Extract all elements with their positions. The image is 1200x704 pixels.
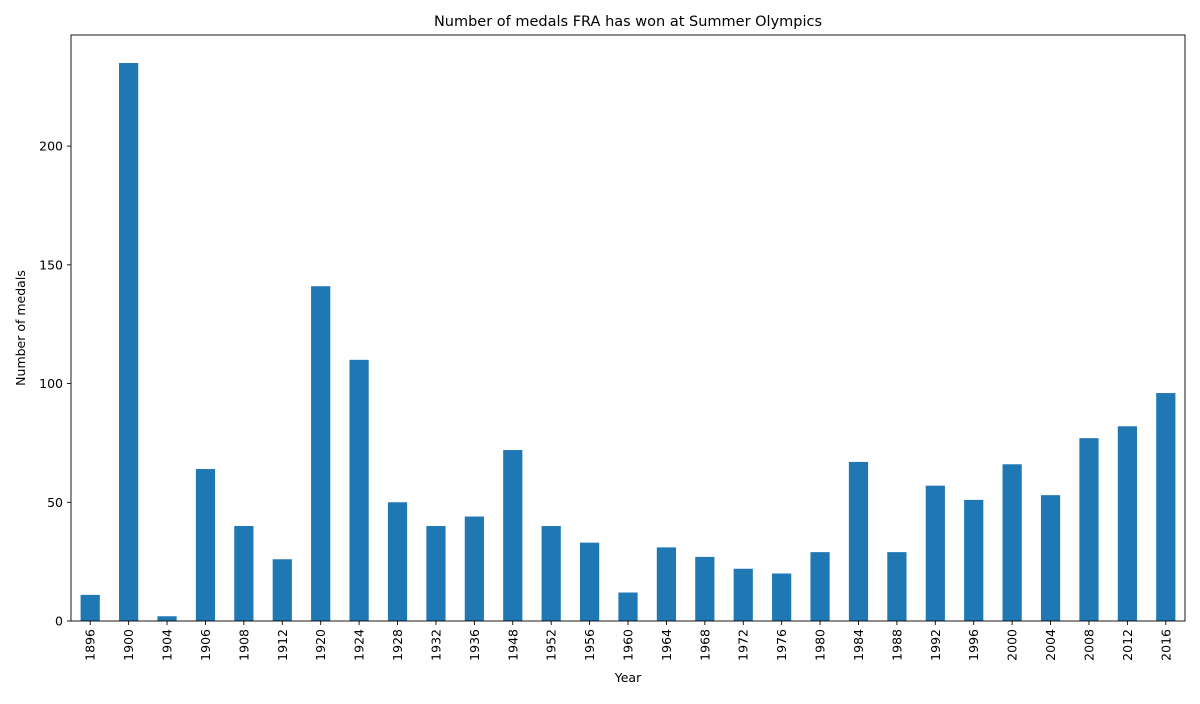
y-axis-label: Number of medals — [13, 270, 28, 386]
bar-1948 — [503, 450, 523, 621]
y-tick-label: 100 — [39, 376, 63, 391]
x-tick-label: 2016 — [1158, 629, 1173, 661]
bar-1928 — [387, 502, 408, 621]
bar-1996 — [964, 499, 984, 621]
y-tick-label: 150 — [39, 257, 63, 272]
bar-1984 — [848, 461, 869, 621]
y-axis-ticks: 0 50 100 150 200 — [39, 139, 71, 629]
bar-1924 — [349, 359, 369, 621]
bar-1896 — [80, 594, 100, 621]
bar-1912 — [272, 559, 292, 621]
bar-1904 — [157, 616, 177, 621]
y-tick-label: 50 — [47, 495, 63, 510]
x-tick-label: 1896 — [83, 629, 98, 661]
x-tick-label: 1904 — [160, 629, 175, 661]
bar-1980 — [810, 552, 830, 621]
x-tick-label: 1980 — [813, 629, 828, 661]
bar-1952 — [541, 526, 561, 621]
bar-1906 — [195, 469, 216, 621]
x-tick-label: 2012 — [1120, 629, 1135, 661]
bar-1960 — [618, 592, 638, 621]
bars-group — [80, 63, 1176, 622]
x-tick-label: 1936 — [467, 629, 482, 661]
x-tick-label: 1920 — [313, 629, 328, 661]
bar-2004 — [1040, 495, 1061, 621]
x-tick-label: 1924 — [352, 629, 367, 661]
bar-1992 — [925, 485, 945, 621]
x-tick-label: 1976 — [774, 629, 789, 661]
x-tick-label: 1984 — [851, 629, 866, 661]
plot-frame — [70, 34, 1186, 622]
x-tick-label: 1900 — [121, 629, 136, 661]
x-tick-label: 2004 — [1043, 629, 1058, 661]
x-axis-label: Year — [614, 670, 642, 685]
chart-title: Number of medals FRA has won at Summer O… — [434, 14, 822, 30]
bar-2000 — [1002, 464, 1022, 621]
y-tick-label: 0 — [55, 614, 63, 629]
x-tick-label: 1972 — [736, 629, 751, 661]
x-tick-label: 1996 — [966, 629, 981, 661]
x-axis-ticks: 1896 1900 1904 1906 1908 1912 1920 1924 1928 1932… — [83, 621, 1173, 661]
x-tick-label: 1988 — [889, 629, 904, 661]
bar-2012 — [1117, 426, 1137, 621]
x-tick-label: 1912 — [275, 629, 290, 661]
bar-1988 — [887, 552, 907, 621]
bar-1936 — [464, 516, 484, 621]
x-tick-label: 1960 — [621, 629, 636, 661]
x-tick-label: 1956 — [582, 629, 597, 661]
bar-1968 — [695, 556, 715, 621]
bar-1976 — [772, 573, 792, 621]
x-tick-label: 1992 — [928, 629, 943, 661]
x-tick-label: 1964 — [659, 629, 674, 661]
y-tick-label: 200 — [39, 139, 63, 154]
bar-1908 — [234, 526, 254, 621]
bar-1900 — [119, 63, 139, 622]
bar-1956 — [579, 542, 600, 621]
x-tick-label: 1968 — [697, 629, 712, 661]
bar-1972 — [733, 568, 753, 621]
x-tick-label: 1928 — [390, 629, 405, 661]
bar-2016 — [1156, 393, 1176, 621]
x-tick-label: 1906 — [198, 629, 213, 661]
x-tick-label: 1948 — [505, 629, 520, 661]
bar-2008 — [1079, 438, 1099, 621]
bar-1932 — [426, 526, 446, 621]
x-tick-label: 1932 — [428, 629, 443, 661]
x-tick-label: 2000 — [1005, 629, 1020, 661]
bar-1964 — [656, 547, 677, 621]
x-tick-label: 1908 — [236, 629, 251, 661]
x-tick-label: 2008 — [1081, 629, 1096, 661]
bar-1920 — [311, 286, 331, 621]
x-tick-label: 1952 — [544, 629, 559, 661]
